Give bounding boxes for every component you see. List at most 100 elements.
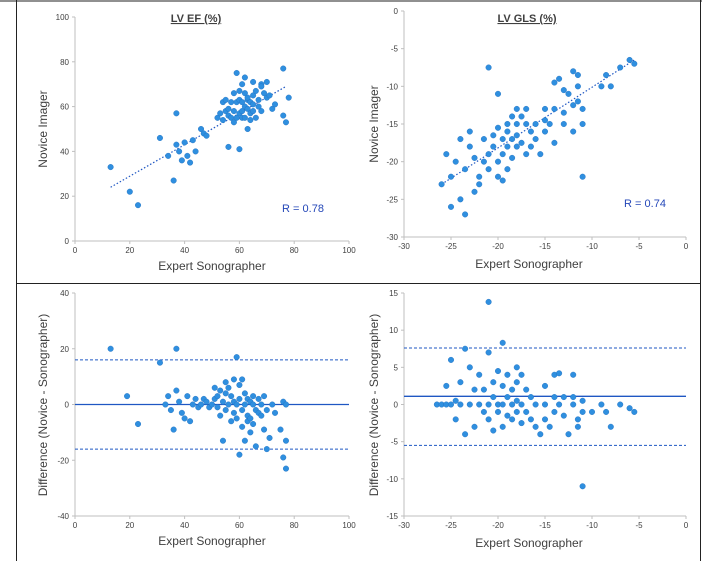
data-point (250, 78, 257, 85)
data-point (135, 421, 142, 428)
data-point (542, 401, 549, 408)
y-tick-label: 20 (60, 345, 69, 354)
x-tick-label: 0 (73, 521, 78, 530)
x-tick-label: -20 (492, 242, 504, 251)
y-tick-label: 40 (60, 147, 69, 156)
data-point (255, 395, 262, 402)
y-tick-label: 100 (56, 13, 70, 22)
data-point (192, 148, 199, 155)
chart-title: LV EF (%) (171, 13, 222, 25)
x-tick-label: 20 (125, 521, 134, 530)
data-point (184, 152, 191, 159)
data-point (225, 384, 232, 391)
data-point (513, 397, 520, 404)
data-point (282, 465, 289, 472)
data-point (457, 136, 464, 143)
x-tick-label: -15 (539, 521, 551, 530)
data-point (603, 72, 610, 79)
data-point (471, 423, 478, 430)
x-tick-label: 60 (235, 521, 244, 530)
data-point (490, 132, 497, 139)
data-point (527, 143, 534, 150)
data-point (565, 90, 572, 97)
data-point (250, 421, 257, 428)
data-point (230, 409, 237, 416)
x-axis-label: Expert Sonographer (158, 534, 265, 548)
x-tick-label: 80 (290, 521, 299, 530)
data-point (532, 401, 539, 408)
data-point (280, 112, 287, 119)
data-point (480, 158, 487, 165)
data-point (579, 105, 586, 112)
y-tick-label: 0 (65, 237, 70, 246)
data-point (551, 139, 558, 146)
data-point (457, 379, 464, 386)
data-point (225, 105, 232, 112)
y-tick-label: 0 (65, 401, 70, 410)
y-tick-label: -5 (391, 438, 399, 447)
data-point (579, 173, 586, 180)
data-point (258, 401, 265, 408)
data-point (480, 408, 487, 415)
data-point (504, 120, 511, 127)
data-point (217, 412, 224, 419)
data-point (189, 401, 196, 408)
data-point (471, 386, 478, 393)
data-point (241, 74, 248, 81)
data-point (509, 113, 516, 120)
data-point (230, 90, 237, 97)
data-point (452, 416, 459, 423)
y-tick-label: -20 (57, 456, 69, 465)
data-point (570, 68, 577, 75)
data-point (239, 99, 246, 106)
data-point (107, 164, 114, 171)
data-point (244, 105, 251, 112)
data-point (217, 387, 224, 394)
data-point (261, 90, 268, 97)
data-point (263, 446, 270, 453)
x-tick-label: -15 (539, 242, 551, 251)
x-tick-label: 100 (342, 521, 356, 530)
data-point (462, 431, 469, 438)
data-point (272, 101, 279, 108)
data-point (518, 113, 525, 120)
x-tick-label: 0 (73, 246, 78, 255)
data-point (263, 78, 270, 85)
data-point (261, 393, 268, 400)
x-tick-label: -10 (586, 521, 598, 530)
data-point (178, 157, 185, 164)
data-point (466, 401, 473, 408)
data-point (537, 431, 544, 438)
y-tick-label: -10 (386, 475, 398, 484)
data-point (222, 390, 229, 397)
y-tick-label: -10 (386, 82, 398, 91)
data-point (504, 128, 511, 135)
data-point (448, 203, 455, 210)
data-point (542, 117, 549, 124)
data-point (495, 173, 502, 180)
data-point (203, 398, 210, 405)
data-point (527, 394, 534, 401)
data-point (282, 437, 289, 444)
data-point (574, 98, 581, 105)
data-point (495, 368, 502, 375)
data-point (509, 154, 516, 161)
data-point (165, 393, 172, 400)
data-point (527, 128, 534, 135)
data-point (448, 401, 455, 408)
x-axis-label: Expert Sonographer (158, 259, 265, 273)
data-point (476, 181, 483, 188)
data-point (551, 105, 558, 112)
x-tick-label: -20 (492, 521, 504, 530)
y-axis-label: Novice Imager (36, 90, 50, 167)
data-point (579, 120, 586, 127)
data-point (170, 177, 177, 184)
data-point (247, 429, 254, 436)
data-point (181, 139, 188, 146)
x-tick-label: -25 (445, 242, 457, 251)
data-point (214, 114, 221, 121)
data-point (443, 151, 450, 158)
data-point (579, 408, 586, 415)
data-point (476, 401, 483, 408)
data-point (178, 409, 185, 416)
